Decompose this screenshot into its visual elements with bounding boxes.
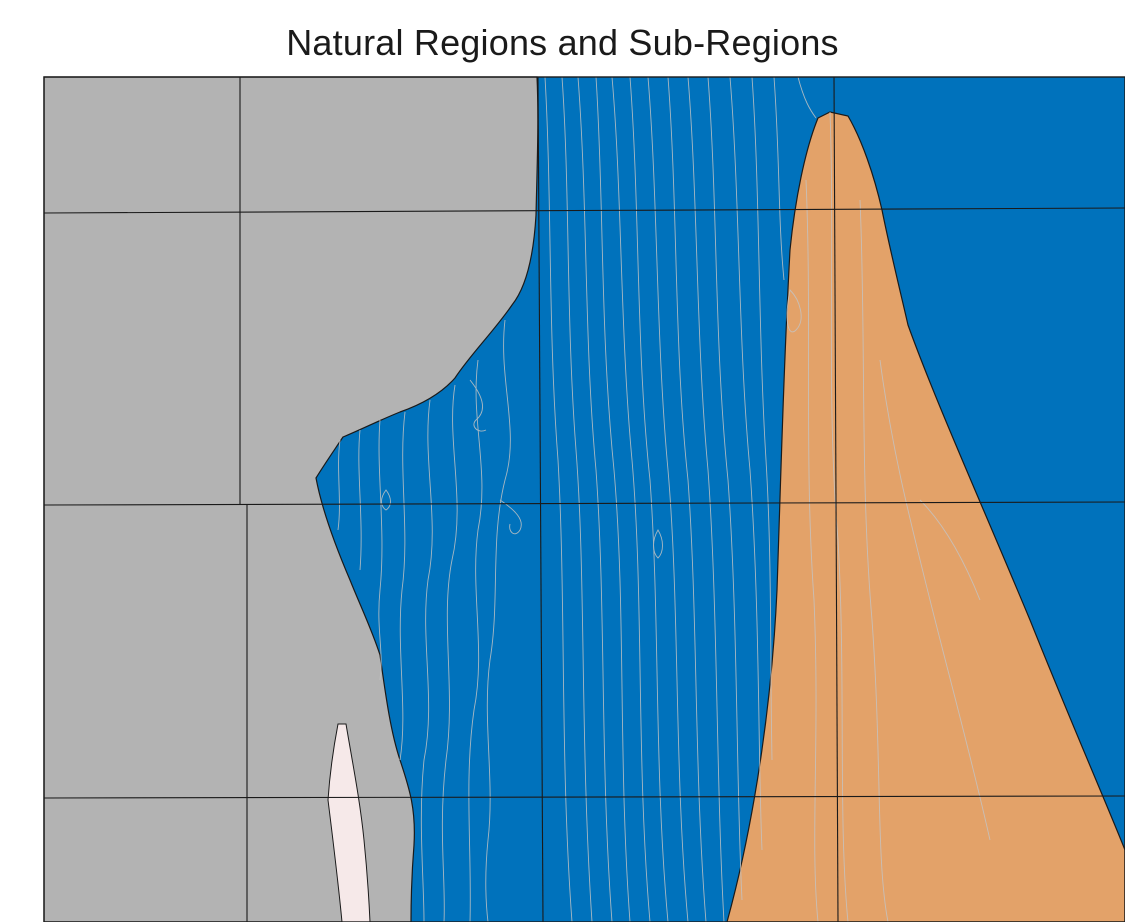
grid-lines <box>43 76 1125 922</box>
map-frame <box>43 76 1125 922</box>
map-title: Natural Regions and Sub-Regions <box>286 22 839 63</box>
subregion-lines <box>337 76 991 922</box>
region-pink[interactable] <box>327 723 371 922</box>
region-orange[interactable] <box>726 111 1125 922</box>
region-gray[interactable] <box>43 76 539 922</box>
